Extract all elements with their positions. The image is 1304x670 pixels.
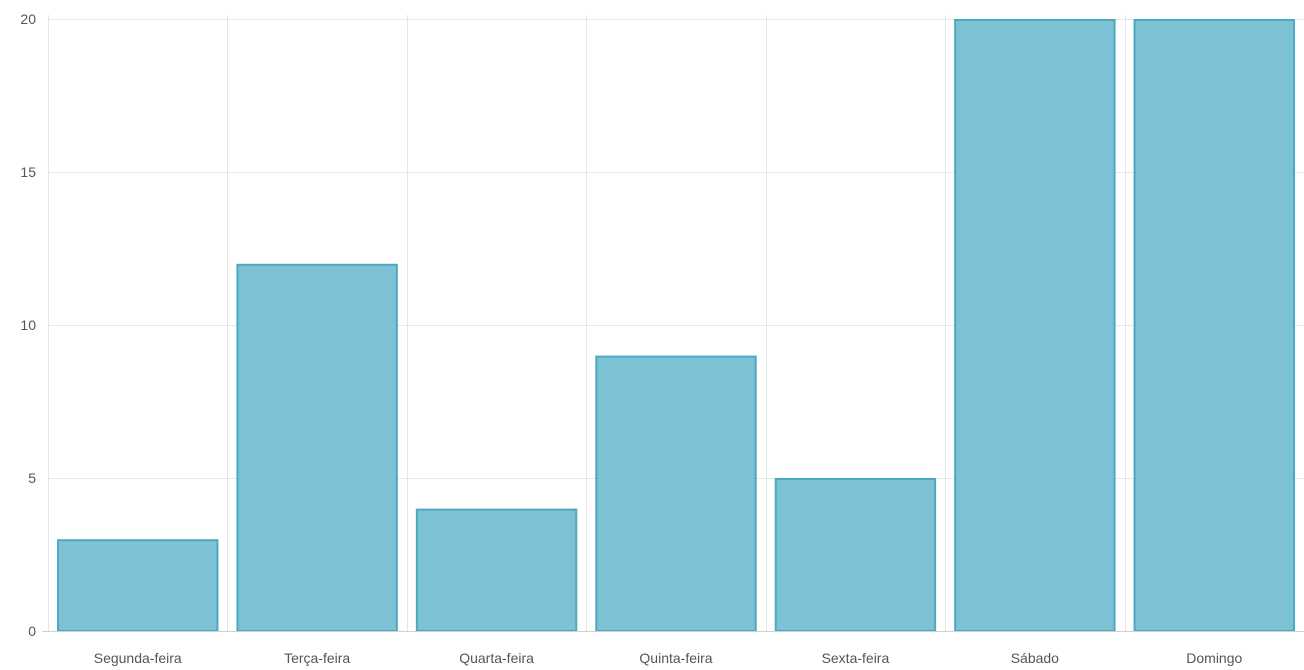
x-tick-label: Sábado xyxy=(1011,650,1059,666)
bar[interactable] xyxy=(57,539,219,633)
x-tick-label: Domingo xyxy=(1186,650,1242,666)
x-tick-label: Sexta-feira xyxy=(822,650,890,666)
y-tick-label: 5 xyxy=(28,470,36,486)
x-tick-label: Terça-feira xyxy=(284,650,350,666)
bar[interactable] xyxy=(1133,19,1295,632)
bar[interactable] xyxy=(774,478,937,632)
bar[interactable] xyxy=(954,19,1116,632)
y-tick-label: 20 xyxy=(20,11,36,27)
x-axis-ticks: Segunda-feira Terça-feira Quarta-feira Quin… xyxy=(94,650,1243,666)
x-tick-label: Segunda-feira xyxy=(94,650,182,666)
x-tick-label: Quinta-feira xyxy=(639,650,712,666)
bar[interactable] xyxy=(415,508,578,633)
y-tick-label: 10 xyxy=(20,317,36,333)
y-tick-label: 0 xyxy=(28,623,36,639)
y-tick-label: 15 xyxy=(20,164,36,180)
bar[interactable] xyxy=(595,355,757,632)
x-tick-label: Quarta-feira xyxy=(459,650,534,666)
bar[interactable] xyxy=(236,263,398,632)
y-axis-ticks: 0 5 10 15 20 xyxy=(20,11,36,639)
bars-layer xyxy=(57,19,1295,633)
